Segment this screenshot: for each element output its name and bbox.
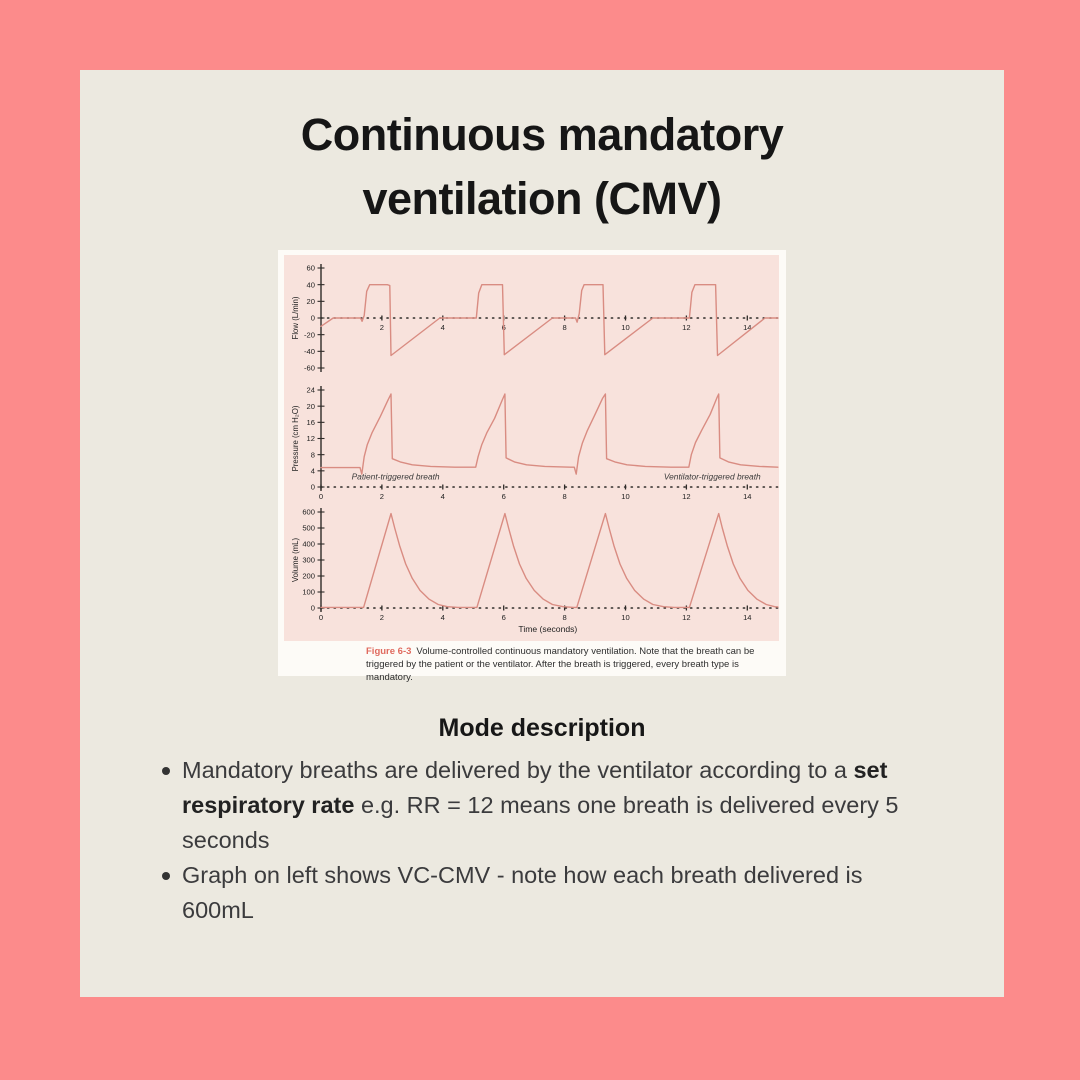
figure-caption-text: Volume-controlled continuous mandatory v… (366, 646, 755, 683)
svg-text:0: 0 (311, 604, 315, 613)
mode-bullet: Mandatory breaths are delivered by the v… (161, 753, 929, 858)
svg-text:6: 6 (502, 613, 506, 622)
svg-text:Flow (L/min): Flow (L/min) (291, 296, 300, 339)
figure-caption-label: Figure 6-3 (366, 646, 412, 657)
svg-text:24: 24 (307, 386, 315, 395)
svg-text:6: 6 (502, 492, 506, 501)
mode-description-section: Mode description Mandatory breaths are d… (80, 714, 1004, 928)
svg-text:-60: -60 (304, 364, 315, 373)
svg-text:Time (seconds): Time (seconds) (518, 624, 577, 634)
svg-text:Volume (mL): Volume (mL) (291, 538, 300, 583)
mode-bullet-list: Mandatory breaths are delivered by the v… (161, 753, 929, 928)
svg-text:0: 0 (311, 483, 315, 492)
svg-text:60: 60 (307, 264, 315, 273)
slide-card: Continuous mandatory ventilation (CMV) 6… (80, 70, 1004, 997)
svg-text:Patient-triggered breath: Patient-triggered breath (352, 472, 440, 482)
svg-text:4: 4 (441, 323, 445, 332)
svg-text:0: 0 (319, 492, 323, 501)
svg-text:200: 200 (302, 572, 315, 581)
svg-text:2: 2 (380, 492, 384, 501)
svg-text:Ventilator-triggered breath: Ventilator-triggered breath (664, 472, 761, 482)
svg-text:12: 12 (682, 492, 690, 501)
svg-text:0: 0 (311, 314, 315, 323)
svg-text:16: 16 (307, 418, 315, 427)
svg-text:10: 10 (621, 492, 629, 501)
volume-chart: 600 500 400 300 200 100 0 Volume (mL) 0 2 4 6 8 10 12 1… (291, 508, 779, 634)
svg-text:0: 0 (319, 613, 323, 622)
page-title-line-2: ventilation (CMV) (362, 173, 723, 224)
mode-description-heading: Mode description (438, 714, 646, 742)
svg-text:4: 4 (441, 613, 445, 622)
page-title-line-1: Continuous mandatory (300, 109, 784, 160)
svg-text:4: 4 (311, 467, 315, 476)
svg-text:12: 12 (682, 323, 690, 332)
svg-text:14: 14 (743, 613, 751, 622)
mode-bullet: Graph on left shows VC-CMV - note how ea… (161, 858, 929, 928)
svg-text:300: 300 (302, 556, 315, 565)
svg-text:40: 40 (307, 280, 315, 289)
svg-text:8: 8 (562, 323, 566, 332)
svg-text:2: 2 (380, 323, 384, 332)
svg-text:Pressure (cm H₂O): Pressure (cm H₂O) (291, 405, 300, 471)
svg-text:500: 500 (302, 524, 315, 533)
svg-text:8: 8 (562, 492, 566, 501)
svg-text:600: 600 (302, 508, 315, 517)
svg-text:4: 4 (441, 492, 445, 501)
svg-text:-20: -20 (304, 330, 315, 339)
svg-text:10: 10 (621, 323, 629, 332)
figure-caption: Figure 6-3 Volume-controlled continuous m… (278, 643, 786, 684)
figure-charts-panel: 60 40 20 0 -20 -40 -60 Flow (L/min) 2 4 6 8 10 12 14 24… (284, 255, 779, 641)
svg-text:2: 2 (380, 613, 384, 622)
svg-text:400: 400 (302, 540, 315, 549)
svg-text:12: 12 (307, 434, 315, 443)
svg-text:20: 20 (307, 402, 315, 411)
svg-text:100: 100 (302, 588, 315, 597)
svg-text:8: 8 (311, 450, 315, 459)
svg-text:14: 14 (743, 323, 751, 332)
svg-text:8: 8 (562, 613, 566, 622)
svg-text:-40: -40 (304, 347, 315, 356)
svg-text:14: 14 (743, 492, 751, 501)
svg-text:20: 20 (307, 297, 315, 306)
svg-text:10: 10 (621, 613, 629, 622)
svg-text:12: 12 (682, 613, 690, 622)
figure-6-3: 60 40 20 0 -20 -40 -60 Flow (L/min) 2 4 6 8 10 12 14 24… (278, 250, 786, 683)
page-title: Continuous mandatory ventilation (CMV) (80, 103, 1004, 231)
